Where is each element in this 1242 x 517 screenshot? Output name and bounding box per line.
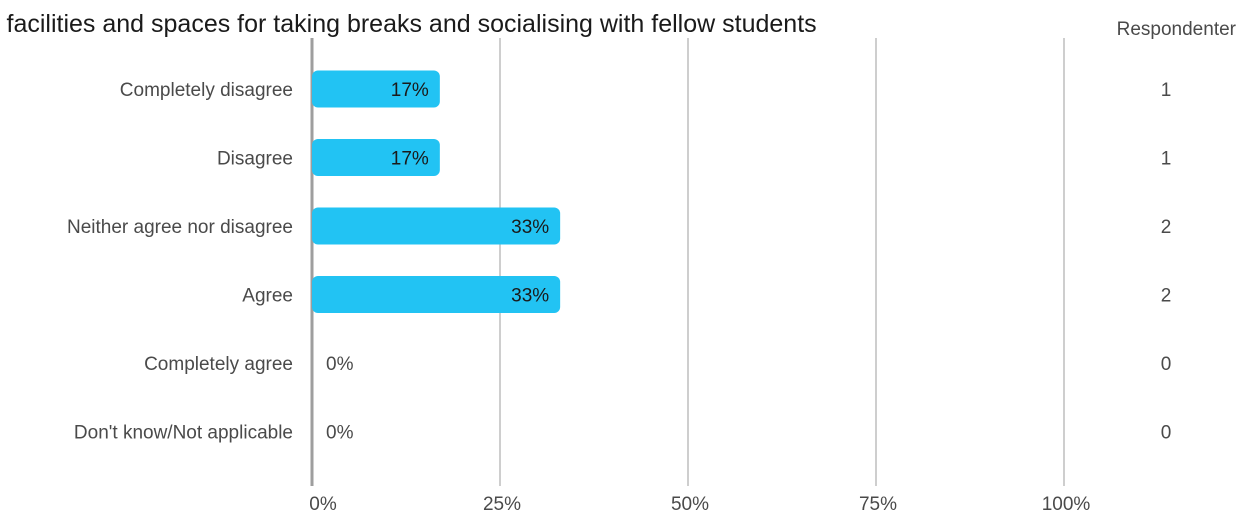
category-label: Don't know/Not applicable — [74, 423, 293, 444]
bar-value-label: 0% — [326, 423, 354, 444]
respondent-count: 2 — [1161, 286, 1172, 307]
x-tick-label: 50% — [671, 494, 709, 515]
bar-value-label: 17% — [391, 149, 429, 170]
category-label: Neither agree nor disagree — [67, 217, 293, 238]
x-tick-label: 0% — [309, 494, 337, 515]
respondent-count: 0 — [1161, 354, 1172, 375]
labels: 0% 25% 50% 75% 100%Completely disagree 17% 1Di… — [67, 80, 1171, 515]
category-label: Completely disagree — [120, 80, 293, 101]
chart-title: l facilities and spaces for taking break… — [0, 10, 817, 38]
category-label: Completely agree — [144, 354, 293, 375]
x-tick-label: 25% — [483, 494, 521, 515]
category-label: Agree — [242, 286, 293, 307]
respondents-header: Respondenter — [1117, 19, 1237, 40]
respondent-count: 0 — [1161, 423, 1172, 444]
respondent-count: 1 — [1161, 80, 1172, 101]
bar-value-label: 17% — [391, 80, 429, 101]
bars — [312, 70, 561, 313]
bar-value-label: 33% — [511, 286, 549, 307]
bar — [312, 207, 561, 245]
x-tick-label: 75% — [859, 494, 897, 515]
bar — [312, 276, 561, 313]
x-tick-label: 100% — [1042, 494, 1091, 515]
respondent-count: 1 — [1161, 149, 1172, 170]
respondent-count: 2 — [1161, 217, 1172, 238]
bar-value-label: 0% — [326, 354, 354, 375]
bar — [312, 139, 440, 176]
gridlines — [310, 38, 1065, 486]
category-label: Disagree — [217, 149, 293, 170]
bar — [312, 70, 440, 108]
bar-value-label: 33% — [511, 217, 549, 238]
